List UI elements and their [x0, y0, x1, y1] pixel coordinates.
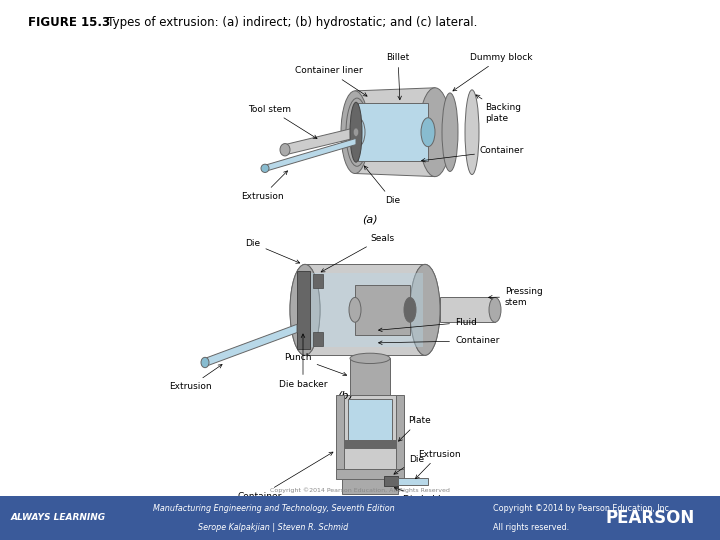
- Bar: [336, 395, 344, 469]
- Polygon shape: [355, 285, 410, 335]
- Ellipse shape: [421, 118, 435, 147]
- Ellipse shape: [351, 118, 365, 147]
- Bar: [350, 359, 390, 395]
- Ellipse shape: [280, 144, 290, 156]
- Text: Dummy block: Dummy block: [453, 53, 533, 91]
- Text: Seals: Seals: [321, 234, 394, 272]
- Bar: [344, 440, 396, 448]
- Polygon shape: [358, 103, 428, 161]
- Ellipse shape: [410, 265, 440, 355]
- Text: Tool stem: Tool stem: [248, 105, 317, 139]
- Ellipse shape: [341, 91, 369, 173]
- Ellipse shape: [404, 298, 416, 322]
- Ellipse shape: [349, 298, 361, 322]
- Text: Types of extrusion: (a) indirect; (b) hydrostatic; and (c) lateral.: Types of extrusion: (a) indirect; (b) hy…: [96, 16, 477, 29]
- Polygon shape: [355, 88, 435, 177]
- Ellipse shape: [419, 88, 451, 177]
- Bar: [348, 399, 392, 440]
- Text: Container: Container: [379, 336, 500, 345]
- Text: Extrusion: Extrusion: [240, 171, 287, 201]
- Text: Container: Container: [421, 146, 524, 162]
- Text: Billet: Billet: [387, 53, 410, 100]
- Ellipse shape: [290, 265, 320, 355]
- Text: PEARSON: PEARSON: [606, 509, 695, 527]
- Polygon shape: [440, 298, 495, 322]
- Bar: [344, 395, 396, 469]
- Ellipse shape: [201, 357, 209, 368]
- Text: Pressing
stem: Pressing stem: [489, 287, 543, 307]
- Polygon shape: [297, 271, 310, 349]
- Text: Die: Die: [246, 239, 300, 264]
- Polygon shape: [313, 274, 323, 288]
- Ellipse shape: [442, 93, 458, 171]
- Text: Plate: Plate: [399, 416, 431, 441]
- Text: Extrusion: Extrusion: [168, 364, 222, 391]
- Text: (c): (c): [363, 514, 377, 523]
- Text: FIGURE 15.3: FIGURE 15.3: [28, 16, 110, 29]
- Polygon shape: [265, 138, 356, 171]
- Text: Die: Die: [394, 455, 424, 474]
- Bar: [342, 479, 398, 494]
- Text: Punch: Punch: [284, 353, 346, 376]
- Text: Die holder: Die holder: [395, 487, 450, 504]
- Text: Extrusion: Extrusion: [415, 449, 461, 478]
- Text: (b): (b): [337, 390, 353, 400]
- Ellipse shape: [261, 164, 269, 172]
- Ellipse shape: [489, 298, 501, 322]
- Text: Die: Die: [364, 166, 400, 205]
- Text: Copyright ©2014 by Pearson Education, Inc.: Copyright ©2014 by Pearson Education, In…: [493, 504, 672, 512]
- Text: Die backer: Die backer: [279, 334, 328, 389]
- Ellipse shape: [290, 265, 320, 355]
- Polygon shape: [305, 265, 425, 355]
- Bar: [336, 469, 404, 479]
- Text: Manufacturing Engineering and Technology, Seventh Edition: Manufacturing Engineering and Technology…: [153, 504, 395, 512]
- Text: Container liner: Container liner: [295, 66, 367, 96]
- Polygon shape: [307, 273, 423, 347]
- Bar: [398, 478, 428, 485]
- Ellipse shape: [350, 353, 390, 363]
- Text: All rights reserved.: All rights reserved.: [493, 523, 570, 532]
- Text: (a): (a): [362, 215, 378, 225]
- Text: Serope Kalpakjian | Steven R. Schmid: Serope Kalpakjian | Steven R. Schmid: [199, 523, 348, 532]
- Ellipse shape: [410, 265, 440, 355]
- Polygon shape: [313, 332, 323, 346]
- Text: Backing
plate: Backing plate: [476, 95, 521, 123]
- Text: Fluid: Fluid: [379, 318, 477, 332]
- Bar: [396, 395, 404, 469]
- Text: ALWAYS LEARNING: ALWAYS LEARNING: [11, 514, 106, 522]
- Text: Copyright ©2014 Pearson Education, All Rights Reserved: Copyright ©2014 Pearson Education, All R…: [270, 488, 450, 493]
- Text: Container: Container: [238, 452, 333, 501]
- Ellipse shape: [465, 90, 479, 174]
- Ellipse shape: [350, 102, 362, 162]
- Bar: [384, 476, 398, 487]
- Polygon shape: [285, 127, 358, 155]
- Ellipse shape: [354, 128, 359, 136]
- Polygon shape: [205, 325, 297, 367]
- Ellipse shape: [346, 98, 368, 166]
